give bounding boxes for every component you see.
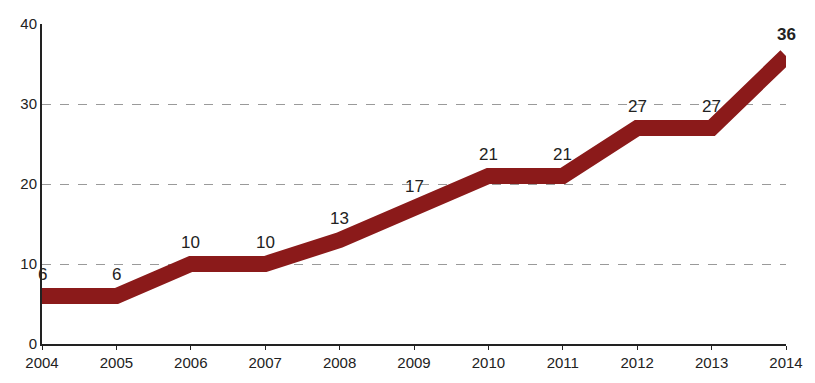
svg-text:20: 20 — [20, 175, 37, 192]
svg-text:21: 21 — [479, 145, 498, 164]
svg-text:2012: 2012 — [621, 354, 654, 371]
svg-text:17: 17 — [405, 177, 424, 196]
svg-text:27: 27 — [628, 97, 647, 116]
svg-text:21: 21 — [553, 145, 572, 164]
svg-text:10: 10 — [20, 255, 37, 272]
svg-text:2004: 2004 — [25, 354, 58, 371]
svg-text:2009: 2009 — [397, 354, 430, 371]
svg-text:40: 40 — [20, 15, 37, 32]
svg-text:36: 36 — [777, 25, 796, 44]
svg-text:10: 10 — [256, 233, 275, 252]
svg-text:6: 6 — [38, 265, 47, 284]
svg-text:13: 13 — [330, 209, 349, 228]
svg-text:27: 27 — [702, 97, 721, 116]
svg-text:2008: 2008 — [323, 354, 356, 371]
svg-text:2005: 2005 — [100, 354, 133, 371]
svg-text:2010: 2010 — [472, 354, 505, 371]
svg-text:2007: 2007 — [249, 354, 282, 371]
svg-text:0: 0 — [29, 335, 37, 352]
svg-text:2006: 2006 — [174, 354, 207, 371]
svg-text:30: 30 — [20, 95, 37, 112]
svg-text:2014: 2014 — [769, 354, 802, 371]
svg-text:6: 6 — [112, 265, 121, 284]
svg-text:2011: 2011 — [547, 354, 579, 371]
svg-text:10: 10 — [181, 233, 200, 252]
svg-text:2013: 2013 — [695, 354, 728, 371]
